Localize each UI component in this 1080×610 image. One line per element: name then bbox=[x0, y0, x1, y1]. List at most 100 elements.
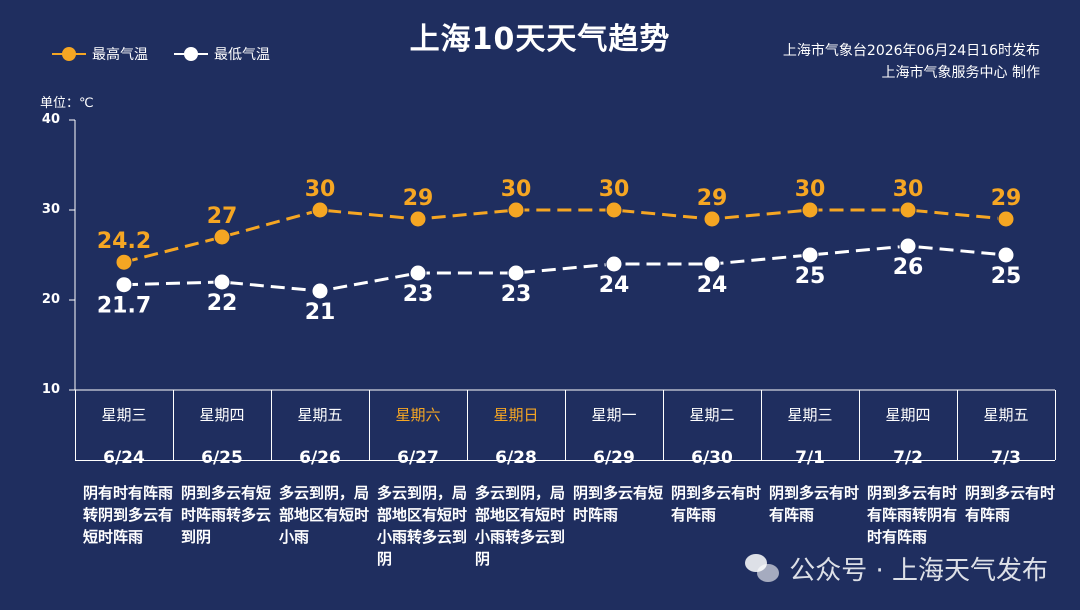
date-label: 6/25 bbox=[201, 448, 243, 468]
watermark: 公众号 · 上海天气发布 bbox=[745, 550, 1048, 587]
weekday-label: 星期六 bbox=[395, 406, 441, 424]
low-temp-data-label: 26 bbox=[893, 255, 924, 280]
legend-label-high: 最高气温 bbox=[92, 47, 148, 63]
high-temp-point bbox=[311, 201, 329, 219]
low-temp-point bbox=[115, 276, 133, 294]
weather-description: 阴到多云有短时阵雨 bbox=[573, 484, 664, 524]
date-label: 6/28 bbox=[495, 448, 537, 468]
grid-divider bbox=[75, 390, 76, 460]
weather-description: 阴到多云有时有阵雨 bbox=[671, 484, 762, 524]
grid-divider bbox=[369, 390, 370, 460]
low-temp-data-label: 21 bbox=[305, 300, 336, 325]
forecast-day-column: 星期四 6/25 阴到多云有短时阵雨转多云到阴 bbox=[173, 390, 271, 548]
high-temp-swatch-icon bbox=[52, 47, 86, 61]
grid-divider bbox=[761, 390, 762, 460]
low-temp-point bbox=[213, 273, 231, 291]
grid-bottom-rule bbox=[75, 460, 1055, 461]
high-temp-data-label: 30 bbox=[599, 177, 630, 202]
date-label: 6/26 bbox=[299, 448, 341, 468]
high-temp-point bbox=[801, 201, 819, 219]
high-temp-point bbox=[605, 201, 623, 219]
legend-label-low: 最低气温 bbox=[214, 47, 270, 63]
low-temp-data-label: 25 bbox=[795, 264, 826, 289]
high-temp-point bbox=[507, 201, 525, 219]
forecast-day-column: 星期五 7/3 阴到多云有时有阵雨 bbox=[957, 390, 1055, 526]
low-temp-point bbox=[409, 264, 427, 282]
date-label: 6/30 bbox=[691, 448, 733, 468]
weekday-label: 星期五 bbox=[297, 406, 343, 424]
grid-divider bbox=[467, 390, 468, 460]
low-temp-swatch-icon bbox=[174, 47, 208, 61]
low-temp-point bbox=[507, 264, 525, 282]
y-tick-label: 30 bbox=[41, 202, 60, 217]
grid-divider bbox=[271, 390, 272, 460]
high-temp-point bbox=[703, 210, 721, 228]
low-temp-data-label: 23 bbox=[403, 282, 434, 307]
watermark-text: 公众号 · 上海天气发布 bbox=[789, 556, 1048, 586]
weather-description: 多云到阴，局部地区有短时小雨转多云到阴 bbox=[377, 484, 468, 568]
weekday-label: 星期日 bbox=[493, 406, 539, 424]
weather-description: 多云到阴，局部地区有短时小雨转多云到阴 bbox=[475, 484, 566, 568]
forecast-day-column: 星期三 7/1 阴到多云有时有阵雨 bbox=[761, 390, 859, 526]
weekday-label: 星期三 bbox=[101, 406, 147, 424]
high-temp-data-label: 27 bbox=[207, 204, 238, 229]
low-temp-series-line bbox=[123, 244, 1007, 293]
legend: 最高气温 最低气温 bbox=[52, 44, 270, 64]
grid-divider bbox=[663, 390, 664, 460]
low-temp-point bbox=[311, 282, 329, 300]
low-temp-point bbox=[801, 246, 819, 264]
publisher-info: 上海市气象台2026年06月24日16时发布 上海市气象服务中心 制作 bbox=[783, 40, 1040, 84]
forecast-day-column: 星期二 6/30 阴到多云有时有阵雨 bbox=[663, 390, 761, 526]
low-temp-data-label: 24 bbox=[599, 273, 630, 298]
low-temp-data-label: 25 bbox=[991, 264, 1022, 289]
high-temp-data-label: 29 bbox=[991, 186, 1022, 211]
grid-divider bbox=[565, 390, 566, 460]
low-temp-point bbox=[605, 255, 623, 273]
high-temp-data-label: 30 bbox=[305, 177, 336, 202]
grid-divider bbox=[1055, 390, 1056, 460]
weather-description: 多云到阴，局部地区有短时小雨 bbox=[279, 484, 370, 546]
weekday-label: 星期四 bbox=[199, 406, 245, 424]
forecast-day-column: 星期四 7/2 阴到多云有时有阵雨转阴有时有阵雨 bbox=[859, 390, 957, 548]
forecast-day-column: 星期五 6/26 多云到阴，局部地区有短时小雨 bbox=[271, 390, 369, 548]
high-temp-data-label: 29 bbox=[403, 186, 434, 211]
high-temp-point bbox=[899, 201, 917, 219]
legend-item-high: 最高气温 bbox=[52, 44, 148, 64]
date-label: 7/3 bbox=[991, 448, 1021, 468]
weekday-label: 星期五 bbox=[983, 406, 1029, 424]
date-label: 6/29 bbox=[593, 448, 635, 468]
forecast-day-column: 星期日 6/28 多云到阴，局部地区有短时小雨转多云到阴 bbox=[467, 390, 565, 570]
low-temp-data-label: 21.7 bbox=[97, 294, 151, 319]
wechat-icon bbox=[745, 553, 781, 584]
y-tick-label: 40 bbox=[41, 112, 60, 127]
legend-item-low: 最低气温 bbox=[174, 44, 270, 64]
publisher-line-2: 上海市气象服务中心 制作 bbox=[881, 65, 1040, 81]
high-temp-data-label: 30 bbox=[501, 177, 532, 202]
publisher-line-1: 上海市气象台2026年06月24日16时发布 bbox=[782, 43, 1040, 59]
weather-description: 阴到多云有短时阵雨转多云到阴 bbox=[181, 484, 272, 546]
low-temp-point bbox=[997, 246, 1015, 264]
grid-divider bbox=[173, 390, 174, 460]
weather-description: 阴到多云有时有阵雨 bbox=[965, 484, 1056, 524]
low-temp-point bbox=[899, 237, 917, 255]
forecast-day-column: 星期六 6/27 多云到阴，局部地区有短时小雨转多云到阴 bbox=[369, 390, 467, 570]
weather-description: 阴有时有阵雨转阴到多云有短时阵雨 bbox=[83, 484, 174, 546]
high-temp-point bbox=[409, 210, 427, 228]
high-temp-point bbox=[213, 228, 231, 246]
weather-description: 阴到多云有时有阵雨 bbox=[769, 484, 860, 524]
low-temp-data-label: 22 bbox=[207, 291, 238, 316]
weather-description: 阴到多云有时有阵雨转阴有时有阵雨 bbox=[867, 484, 958, 546]
high-temp-point bbox=[997, 210, 1015, 228]
grid-divider bbox=[859, 390, 860, 460]
date-label: 7/2 bbox=[893, 448, 923, 468]
unit-label: 单位：℃ bbox=[40, 96, 94, 111]
chart-title: 上海10天天气趋势 bbox=[409, 22, 671, 57]
date-label: 7/1 bbox=[795, 448, 825, 468]
forecast-day-column: 星期三 6/24 阴有时有阵雨转阴到多云有短时阵雨 bbox=[75, 390, 173, 548]
date-label: 6/24 bbox=[103, 448, 145, 468]
low-temp-data-label: 24 bbox=[697, 273, 728, 298]
high-temp-series-line bbox=[123, 208, 1007, 264]
high-temp-data-label: 30 bbox=[795, 177, 826, 202]
weekday-label: 星期一 bbox=[591, 406, 637, 424]
